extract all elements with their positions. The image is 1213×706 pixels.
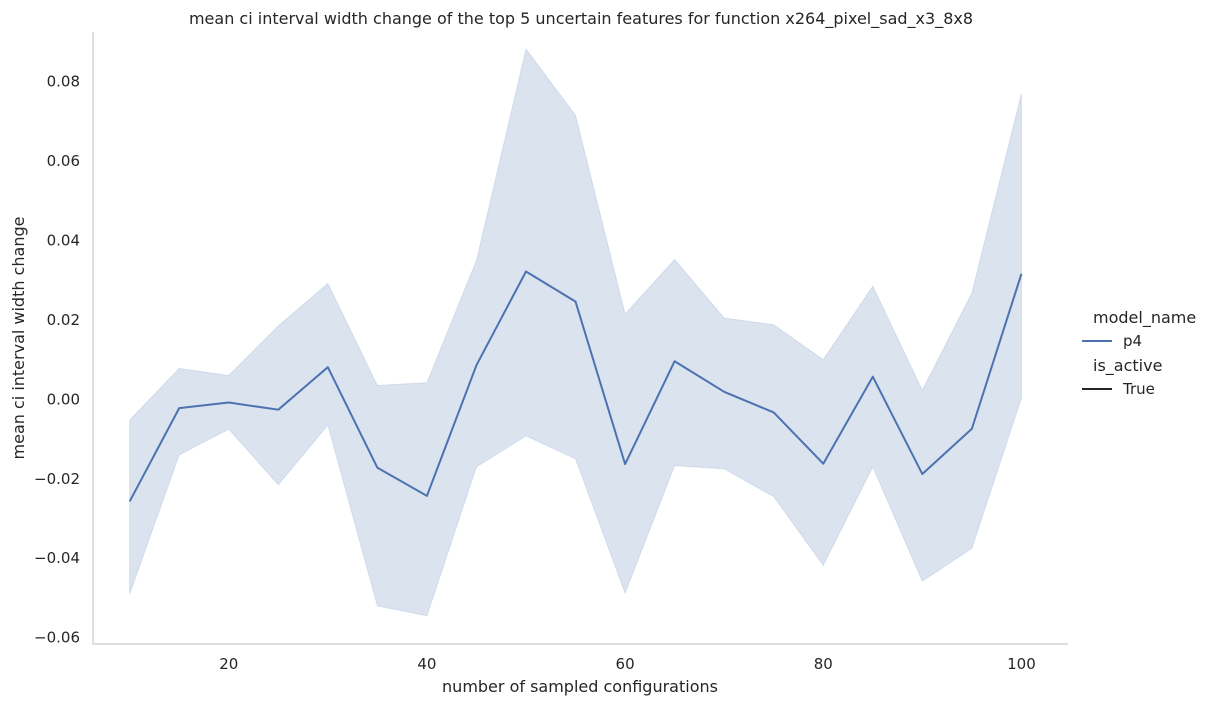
y-tick-label: 0.06 [47, 152, 80, 170]
y-axis-ticks: −0.06 −0.04 −0.02 0.00 0.02 0.04 0.06 0.08 [34, 73, 80, 647]
y-tick-label: 0.00 [47, 390, 80, 408]
x-tick-label: 80 [814, 655, 833, 673]
y-tick-label: −0.04 [34, 549, 80, 567]
y-tick-label: 0.02 [47, 311, 80, 329]
legend-hue-title: model_name [1093, 308, 1196, 328]
legend-true-label: True [1122, 380, 1155, 398]
legend: model_name p4 is_active True [1082, 308, 1196, 398]
series-line-layer [128, 270, 1023, 502]
legend-style-title: is_active [1093, 356, 1162, 376]
confidence-band-layer [129, 47, 1022, 617]
series-line-p4 [128, 270, 1023, 502]
x-axis-ticks: 20 40 60 80 100 [219, 655, 1036, 673]
y-tick-label: 0.04 [47, 232, 80, 250]
x-axis-label: number of sampled configurations [442, 677, 718, 696]
y-tick-label: −0.02 [34, 470, 80, 488]
chart-title: mean ci interval width change of the top… [189, 9, 973, 29]
y-axis-label: mean ci interval width change [9, 217, 28, 460]
y-tick-label: −0.06 [34, 629, 80, 647]
legend-p4-label: p4 [1123, 332, 1142, 350]
x-tick-label: 40 [417, 655, 436, 673]
y-tick-label: 0.08 [47, 73, 80, 91]
confidence-band-p4 [129, 47, 1022, 617]
x-tick-label: 60 [616, 655, 635, 673]
x-tick-label: 20 [219, 655, 238, 673]
x-tick-label: 100 [1007, 655, 1036, 673]
